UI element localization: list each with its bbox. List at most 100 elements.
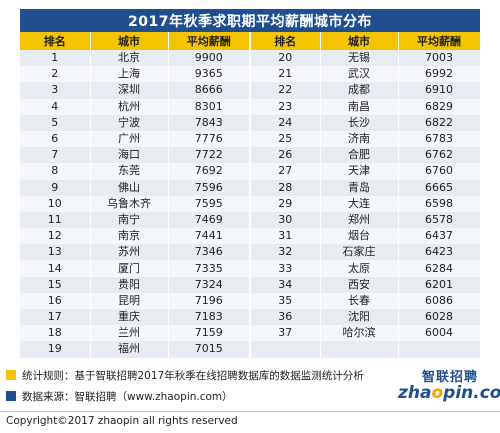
column-header: 排名 (20, 32, 91, 50)
rank-cell: 11 (20, 211, 91, 229)
salary-cell: 7596 (168, 179, 251, 196)
table-row: 5 宁波 7843 24 长沙 6822 (20, 114, 481, 131)
city-cell: 南京 (90, 228, 169, 245)
rank-cell: 1 (20, 50, 91, 67)
city-cell: 昆明 (90, 292, 169, 309)
logo-text-en: zhaopin.com (398, 383, 500, 403)
table-row: 10 乌鲁木齐 7595 29 大连 6598 (20, 195, 481, 212)
salary-cell: 7776 (168, 130, 251, 148)
city-cell: 济南 (320, 130, 399, 148)
city-cell: 合肥 (320, 147, 399, 164)
city-cell: 厦门 (90, 260, 169, 277)
logo-en-suffix: pin.com (443, 383, 500, 403)
city-cell: 宁波 (90, 114, 169, 131)
salary-cell: 6578 (398, 211, 481, 229)
header-row: 排名 城市 平均薪酬 排名 城市 平均薪酬 (20, 32, 481, 50)
table-row: 18 兰州 7159 37 哈尔滨 6004 (20, 325, 481, 342)
salary-cell: 8666 (168, 82, 251, 99)
rank-cell: 3 (20, 82, 91, 99)
salary-cell: 6086 (398, 292, 481, 309)
rank-cell: 33 (250, 260, 321, 277)
city-cell: 无锡 (320, 50, 399, 67)
city-cell: 海口 (90, 147, 169, 164)
rank-cell: 6 (20, 130, 91, 148)
table-row: 4 杭州 8301 23 南昌 6829 (20, 98, 481, 115)
rank-cell: 21 (250, 66, 321, 83)
salary-cell: 6284 (398, 260, 481, 277)
city-cell: 大连 (320, 195, 399, 212)
note-rule-text: 统计规则：基于智联招聘2017年秋季在线招聘数据库的数据监测统计分析 (22, 369, 364, 382)
rank-cell: 18 (20, 325, 91, 342)
logo-en-o: o (431, 383, 444, 403)
city-cell: 郑州 (320, 211, 399, 229)
salary-cell: 6910 (398, 82, 481, 99)
table-row: 11 南宁 7469 30 郑州 6578 (20, 211, 481, 229)
rank-cell: 5 (20, 114, 91, 131)
salary-cell: 7469 (168, 211, 251, 229)
salary-cell: 6783 (398, 130, 481, 148)
city-cell: 烟台 (320, 228, 399, 245)
table-row: 2 上海 9365 21 武汉 6992 (20, 66, 481, 83)
table-row: 14 厦门 7335 33 太原 6284 (20, 260, 481, 277)
rank-cell: 35 (250, 292, 321, 309)
rank-cell: 20 (250, 50, 321, 67)
rank-cell: 7 (20, 147, 91, 164)
divider (0, 411, 500, 412)
salary-cell (398, 341, 481, 358)
rank-cell: 29 (250, 195, 321, 212)
city-cell: 哈尔滨 (320, 325, 399, 342)
table-row: 15 贵阳 7324 34 西安 6201 (20, 276, 481, 293)
rank-cell: 19 (20, 341, 91, 358)
rank-cell: 37 (250, 325, 321, 342)
city-cell: 福州 (90, 341, 169, 358)
table-row: 7 海口 7722 26 合肥 6762 (20, 147, 481, 164)
table-row: 12 南京 7441 31 烟台 6437 (20, 228, 481, 245)
city-cell: 南宁 (90, 211, 169, 229)
rank-cell: 26 (250, 147, 321, 164)
salary-cell: 6028 (398, 309, 481, 326)
salary-cell: 7722 (168, 147, 251, 164)
rank-cell: 4 (20, 98, 91, 115)
rank-cell: 16 (20, 292, 91, 309)
column-header: 排名 (250, 32, 321, 50)
salary-cell: 8301 (168, 98, 251, 115)
rank-cell: 23 (250, 98, 321, 115)
note-source: 数据来源：智联招聘（www.zhaopin.com） (6, 387, 364, 405)
note-rule: 统计规则：基于智联招聘2017年秋季在线招聘数据库的数据监测统计分析 (6, 366, 364, 384)
salary-cell: 6665 (398, 179, 481, 196)
salary-cell: 6762 (398, 147, 481, 164)
city-cell: 贵阳 (90, 276, 169, 293)
salary-cell: 7324 (168, 276, 251, 293)
salary-cell: 7159 (168, 325, 251, 342)
table-row: 1 北京 9900 20 无锡 7003 (20, 50, 481, 67)
table-row: 9 佛山 7596 28 青岛 6665 (20, 179, 481, 196)
city-cell: 深圳 (90, 82, 169, 99)
table-row: 19 福州 7015 (20, 341, 481, 358)
salary-cell: 7183 (168, 309, 251, 326)
salary-cell: 6829 (398, 98, 481, 115)
rank-cell: 14 (20, 260, 91, 277)
rank-cell: 13 (20, 244, 91, 261)
city-cell: 杭州 (90, 98, 169, 115)
salary-cell: 7692 (168, 163, 251, 180)
note-source-text: 数据来源：智联招聘（www.zhaopin.com） (22, 390, 233, 403)
logo-en-prefix: zha (398, 383, 432, 403)
logo-text-cn: 智联招聘 (422, 370, 479, 385)
rank-cell: 24 (250, 114, 321, 131)
rank-cell: 34 (250, 276, 321, 293)
rank-cell: 15 (20, 276, 91, 293)
notes: 统计规则：基于智联招聘2017年秋季在线招聘数据库的数据监测统计分析 数据来源：… (6, 366, 364, 408)
city-cell: 苏州 (90, 244, 169, 261)
city-cell: 北京 (90, 50, 169, 67)
city-cell: 成都 (320, 82, 399, 99)
rank-cell: 17 (20, 309, 91, 326)
salary-cell: 7003 (398, 50, 481, 67)
table-row: 16 昆明 7196 35 长春 6086 (20, 292, 481, 309)
city-cell: 石家庄 (320, 244, 399, 261)
salary-cell: 7335 (168, 260, 251, 277)
city-cell: 兰州 (90, 325, 169, 342)
blue-square-icon (6, 391, 16, 401)
table-row: 8 东莞 7692 27 天津 6760 (20, 163, 481, 180)
salary-cell: 7015 (168, 341, 251, 358)
salary-cell: 9900 (168, 50, 251, 67)
